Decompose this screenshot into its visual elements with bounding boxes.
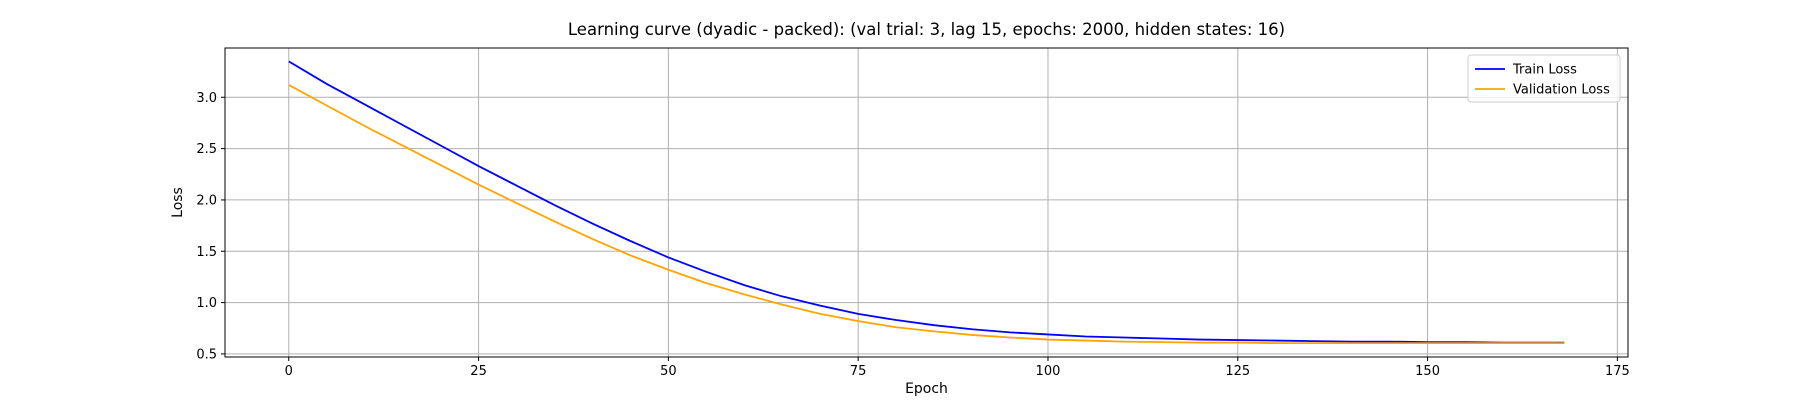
legend-label-train-loss: Train Loss [1512,63,1577,78]
x-tick-label: 0 [285,364,293,379]
y-tick-label: 1.5 [196,245,217,260]
x-tick-label: 50 [660,364,677,379]
legend: Train Loss Validation Loss [1467,54,1621,103]
series-line-train-loss [288,60,1565,344]
plot-frame [224,47,1629,358]
x-axis-title: Epoch [905,381,948,397]
x-tick-label: 75 [850,364,867,379]
x-tick-label: 100 [1036,364,1061,379]
x-tick-label: 150 [1415,364,1440,379]
legend-label-validation-loss: Validation Loss [1513,83,1610,98]
x-tick-label: 125 [1225,364,1250,379]
y-tick-label: 1.0 [196,296,217,311]
y-tick-label: 2.5 [196,142,217,157]
y-axis-title: Loss [170,187,186,218]
y-tick-label: 3.0 [196,91,217,106]
legend-box [1467,54,1621,103]
series-lines [288,60,1565,345]
axis-ticks: 0 25 50 75 100 125 150 175 0.5 1.0 1.5 2.0 2.5 3.0 [196,91,1629,379]
y-tick-label: 0.5 [196,347,217,362]
x-tick-label: 25 [470,364,487,379]
y-tick-label: 2.0 [196,193,217,208]
series-line-validation-loss [288,84,1565,345]
x-tick-label: 175 [1605,364,1630,379]
chart-title: Learning curve (dyadic - packed): (val t… [568,20,1285,39]
